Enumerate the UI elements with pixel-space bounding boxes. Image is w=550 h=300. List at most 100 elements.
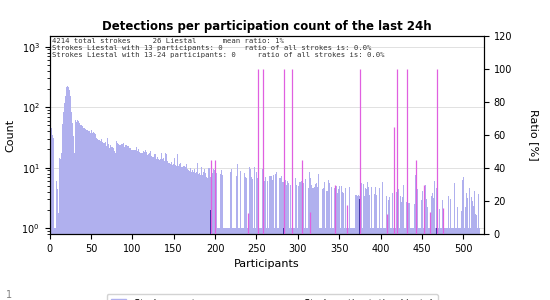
Bar xyxy=(153,157,154,300)
Bar xyxy=(389,197,390,300)
Bar xyxy=(266,228,267,300)
Bar xyxy=(275,174,276,300)
Bar xyxy=(395,228,396,300)
Bar xyxy=(414,204,415,300)
Bar xyxy=(76,122,77,300)
Bar xyxy=(352,228,353,300)
Bar xyxy=(319,228,320,300)
Bar xyxy=(476,214,477,300)
Bar xyxy=(339,188,340,300)
Bar xyxy=(172,165,173,300)
Bar xyxy=(167,161,168,300)
Bar xyxy=(448,196,449,300)
Bar xyxy=(154,154,155,300)
Bar xyxy=(331,187,332,300)
Text: 1: 1 xyxy=(6,290,12,300)
Bar xyxy=(392,193,393,300)
Bar xyxy=(349,190,350,300)
Bar xyxy=(157,158,158,300)
Bar xyxy=(60,153,62,300)
Bar xyxy=(240,171,241,300)
Bar xyxy=(119,145,120,300)
Bar xyxy=(286,184,287,300)
Bar xyxy=(198,174,199,300)
Bar xyxy=(321,228,322,300)
Bar xyxy=(134,150,135,300)
Bar xyxy=(443,228,444,300)
Bar xyxy=(289,228,290,300)
Bar xyxy=(345,188,346,300)
Bar xyxy=(263,177,264,300)
Bar xyxy=(304,228,305,300)
Bar xyxy=(181,167,182,300)
Bar xyxy=(306,228,307,300)
Bar xyxy=(370,228,371,300)
Bar xyxy=(358,195,359,300)
Bar xyxy=(282,174,283,300)
Bar xyxy=(343,193,344,300)
Bar xyxy=(283,228,284,300)
Bar xyxy=(310,178,311,300)
Bar xyxy=(420,228,421,300)
Bar xyxy=(207,178,208,300)
Bar xyxy=(65,91,67,300)
Bar xyxy=(97,139,98,300)
Bar xyxy=(450,200,452,300)
Bar xyxy=(162,159,163,300)
Bar xyxy=(314,187,315,300)
Bar xyxy=(264,181,265,300)
Bar xyxy=(290,185,291,300)
Bar xyxy=(334,210,336,300)
Bar xyxy=(446,228,447,300)
Bar xyxy=(129,148,130,300)
Bar xyxy=(329,228,331,300)
Bar xyxy=(430,228,431,300)
Bar xyxy=(126,145,127,300)
Bar xyxy=(223,228,224,300)
Bar xyxy=(465,207,466,300)
Bar xyxy=(77,121,78,300)
Bar xyxy=(87,130,88,300)
Bar xyxy=(108,144,109,300)
Bar xyxy=(447,228,448,300)
Bar xyxy=(52,135,53,300)
Bar xyxy=(308,188,309,300)
Bar xyxy=(315,184,316,300)
Bar xyxy=(350,228,351,300)
Bar xyxy=(296,228,298,300)
Bar xyxy=(193,172,194,300)
Bar xyxy=(463,177,464,300)
Bar xyxy=(194,169,195,300)
Bar xyxy=(248,228,249,300)
Bar xyxy=(265,177,266,300)
Bar xyxy=(417,189,418,300)
Bar xyxy=(291,228,292,300)
Bar xyxy=(127,146,128,300)
Bar xyxy=(80,126,81,300)
Bar xyxy=(375,187,376,300)
Bar xyxy=(88,131,89,300)
Bar xyxy=(368,187,369,300)
Bar xyxy=(466,193,467,300)
Bar xyxy=(429,228,430,300)
Bar xyxy=(208,168,209,300)
Bar xyxy=(416,228,417,300)
Bar xyxy=(337,193,338,300)
Bar xyxy=(294,228,295,300)
Bar xyxy=(381,228,382,300)
Bar xyxy=(146,152,147,300)
Bar xyxy=(50,137,51,300)
Bar xyxy=(205,173,206,300)
Bar xyxy=(84,128,85,300)
Bar xyxy=(141,153,142,300)
Bar xyxy=(174,158,175,300)
Bar xyxy=(85,127,86,300)
Bar xyxy=(464,228,465,300)
Bar xyxy=(318,173,319,300)
Bar xyxy=(62,124,63,300)
Bar xyxy=(255,228,256,300)
Legend: Stroke count, Stroke count station Liestal, Stroke ratio station Liestal: Stroke count, Stroke count station Liest… xyxy=(107,294,438,300)
Bar xyxy=(54,228,55,300)
Bar xyxy=(188,170,189,300)
Bar xyxy=(276,172,277,300)
